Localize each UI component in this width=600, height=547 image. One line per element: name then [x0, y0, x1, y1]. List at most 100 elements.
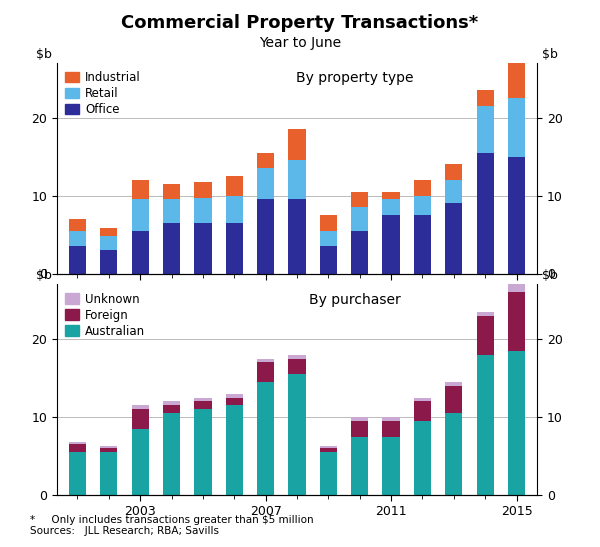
Bar: [131, 429, 149, 495]
Bar: [445, 180, 463, 203]
Bar: [226, 195, 243, 223]
Bar: [100, 446, 118, 448]
Bar: [445, 203, 463, 274]
Bar: [414, 195, 431, 215]
Bar: [414, 180, 431, 195]
Bar: [257, 382, 274, 495]
Bar: [508, 59, 525, 98]
Bar: [131, 200, 149, 231]
Legend: Industrial, Retail, Office: Industrial, Retail, Office: [63, 69, 143, 119]
Bar: [69, 444, 86, 452]
Bar: [100, 452, 118, 495]
Bar: [382, 191, 400, 200]
Bar: [163, 184, 180, 200]
Bar: [131, 180, 149, 200]
Bar: [320, 446, 337, 448]
Bar: [257, 363, 274, 382]
Bar: [69, 452, 86, 495]
Bar: [351, 207, 368, 231]
Bar: [226, 405, 243, 495]
Bar: [163, 413, 180, 495]
Bar: [289, 374, 305, 495]
Bar: [194, 223, 212, 274]
Bar: [508, 284, 525, 292]
Bar: [508, 351, 525, 495]
Text: $b: $b: [37, 48, 52, 61]
Bar: [320, 452, 337, 495]
Text: By purchaser: By purchaser: [309, 293, 400, 307]
Bar: [382, 421, 400, 437]
Bar: [257, 153, 274, 168]
Bar: [69, 246, 86, 274]
Bar: [445, 164, 463, 180]
Bar: [351, 191, 368, 207]
Bar: [194, 401, 212, 409]
Text: $b: $b: [542, 48, 557, 61]
Bar: [163, 405, 180, 413]
Bar: [226, 223, 243, 274]
Bar: [476, 316, 494, 354]
Bar: [414, 401, 431, 421]
Bar: [351, 437, 368, 495]
Bar: [508, 98, 525, 156]
Bar: [163, 223, 180, 274]
Bar: [289, 160, 305, 200]
Legend: Unknown, Foreign, Australian: Unknown, Foreign, Australian: [63, 290, 148, 340]
Bar: [257, 358, 274, 363]
Bar: [320, 246, 337, 274]
Bar: [508, 292, 525, 351]
Bar: [476, 354, 494, 495]
Bar: [257, 168, 274, 200]
Bar: [476, 90, 494, 106]
Text: By property type: By property type: [296, 71, 413, 85]
Bar: [194, 182, 212, 198]
Text: Sources:   JLL Research; RBA; Savills: Sources: JLL Research; RBA; Savills: [30, 526, 219, 536]
Bar: [351, 417, 368, 421]
Bar: [445, 386, 463, 413]
Bar: [351, 421, 368, 437]
Bar: [320, 231, 337, 246]
Bar: [131, 231, 149, 274]
Bar: [163, 200, 180, 223]
Bar: [289, 129, 305, 160]
Bar: [382, 417, 400, 421]
Bar: [320, 215, 337, 231]
Bar: [445, 382, 463, 386]
Text: Year to June: Year to June: [259, 36, 341, 50]
Bar: [414, 215, 431, 274]
Text: Commercial Property Transactions*: Commercial Property Transactions*: [121, 14, 479, 32]
Bar: [100, 250, 118, 274]
Bar: [194, 398, 212, 401]
Bar: [476, 153, 494, 274]
Bar: [226, 394, 243, 398]
Bar: [382, 215, 400, 274]
Bar: [414, 398, 431, 401]
Text: $b: $b: [37, 269, 52, 282]
Bar: [476, 106, 494, 153]
Bar: [100, 448, 118, 452]
Bar: [476, 312, 494, 316]
Bar: [257, 200, 274, 274]
Bar: [320, 448, 337, 452]
Bar: [445, 413, 463, 495]
Bar: [100, 236, 118, 250]
Bar: [382, 200, 400, 215]
Bar: [382, 437, 400, 495]
Bar: [351, 231, 368, 274]
Bar: [69, 442, 86, 444]
Bar: [131, 405, 149, 409]
Text: $b: $b: [542, 269, 557, 282]
Bar: [414, 421, 431, 495]
Bar: [194, 409, 212, 495]
Bar: [289, 354, 305, 358]
Bar: [131, 409, 149, 429]
Bar: [289, 200, 305, 274]
Bar: [163, 401, 180, 405]
Bar: [100, 228, 118, 236]
Bar: [69, 231, 86, 246]
Bar: [226, 176, 243, 195]
Text: *     Only includes transactions greater than $5 million: * Only includes transactions greater tha…: [30, 515, 314, 525]
Bar: [69, 219, 86, 231]
Bar: [289, 358, 305, 374]
Bar: [226, 398, 243, 405]
